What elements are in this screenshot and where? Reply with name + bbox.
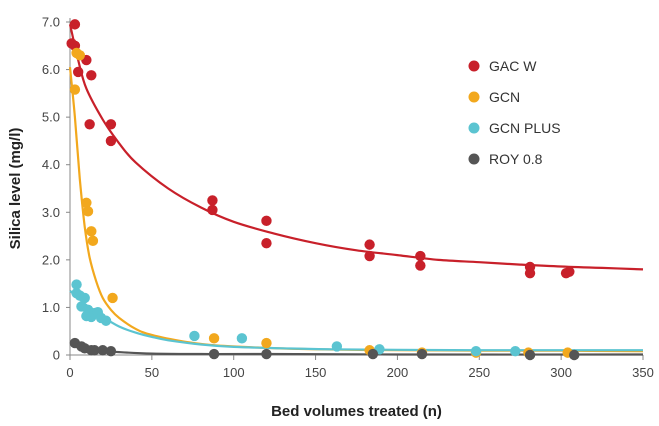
legend-marker-gcn — [468, 91, 480, 103]
point-gac-w — [69, 19, 81, 30]
point-gac-w — [86, 70, 97, 81]
point-gac-w — [105, 135, 117, 147]
x-tick-label: 0 — [66, 365, 73, 380]
point-gac-w — [105, 119, 117, 130]
axes — [69, 18, 643, 356]
point-gcn-plus — [236, 333, 248, 344]
x-tick-label: 250 — [468, 365, 490, 380]
legend-marker-gac-w — [468, 60, 480, 72]
y-tick-labels: 0 1.0 2.0 3.0 4.0 5.0 6.0 7.0 — [42, 15, 70, 363]
fit-curve-gac-w — [68, 24, 644, 271]
y-tick-label: 2.0 — [42, 252, 60, 267]
point-gcn-plus — [100, 315, 112, 326]
legend-label-gac-w: GAC W — [489, 58, 537, 74]
point-gac-w — [84, 119, 95, 130]
point-roy-0-8 — [416, 348, 428, 360]
point-gac-w — [564, 266, 575, 277]
point-gcn-plus — [510, 345, 521, 357]
point-gcn — [69, 84, 81, 95]
point-gcn-plus — [189, 330, 200, 342]
point-roy-0-8 — [261, 348, 272, 360]
y-tick-label: 6.0 — [42, 62, 60, 77]
x-tick-label: 150 — [305, 365, 327, 380]
point-gac-w — [207, 195, 218, 206]
point-gcn — [208, 333, 220, 344]
point-gac-w — [415, 260, 426, 271]
legend-label-roy-0-8: ROY 0.8 — [489, 151, 543, 167]
point-roy-0-8 — [208, 348, 220, 360]
y-tick-label: 5.0 — [42, 110, 60, 125]
point-gac-w — [524, 267, 536, 279]
point-roy-0-8 — [89, 345, 100, 356]
point-gcn-plus — [331, 341, 343, 352]
fit-curve-gcn-plus — [69, 289, 643, 352]
point-gac-w — [207, 204, 218, 216]
point-gac-w — [261, 215, 272, 227]
x-tick-label: 50 — [145, 365, 159, 380]
point-gcn — [86, 226, 97, 237]
point-roy-0-8 — [524, 349, 536, 361]
point-gac-w — [364, 239, 375, 250]
point-roy-0-8 — [367, 348, 379, 360]
x-tick-label: 100 — [223, 365, 245, 380]
point-roy-0-8 — [569, 349, 580, 361]
legend-label-gcn-plus: GCN PLUS — [489, 120, 561, 136]
legend-marker-gcn-plus — [468, 122, 480, 134]
x-tick-label: 200 — [387, 365, 409, 380]
point-roy-0-8 — [97, 345, 108, 356]
x-tick-labels: 0 50 100 150 200 250 300 350 — [66, 355, 654, 380]
x-tick-label: 350 — [632, 365, 654, 380]
point-gac-w — [72, 66, 84, 78]
point-gcn-plus — [71, 279, 82, 290]
y-axis-title: Silica level (mg/l) — [7, 128, 24, 250]
point-roy-0-8 — [105, 345, 117, 357]
fit-curve-roy-0-8 — [69, 340, 644, 356]
y-tick-label: 3.0 — [42, 205, 60, 220]
y-tick-label: 1.0 — [42, 300, 60, 315]
x-tick-label: 300 — [550, 365, 572, 380]
point-gac-w — [364, 250, 375, 262]
point-gcn — [107, 292, 118, 304]
legend-marker-roy-0-8 — [468, 153, 480, 165]
x-axis-title: Bed volumes treated (n) — [271, 403, 442, 420]
point-gac-w — [261, 238, 272, 249]
legend: GAC W GCN GCN PLUS ROY 0.8 — [468, 58, 561, 167]
point-gac-w — [415, 250, 426, 262]
fit-curve-gcn — [68, 67, 644, 353]
point-gcn — [82, 206, 94, 217]
point-gcn-plus — [79, 292, 90, 304]
point-gcn — [81, 197, 92, 208]
fit-curves — [68, 24, 644, 356]
legend-label-gcn: GCN — [489, 89, 520, 105]
y-tick-label: 7.0 — [42, 15, 60, 30]
data-points — [66, 19, 580, 361]
y-tick-label: 0 — [53, 348, 60, 363]
point-gcn — [261, 337, 272, 349]
point-gcn — [87, 235, 99, 247]
point-gcn — [74, 50, 86, 61]
point-gcn-plus — [470, 345, 482, 357]
y-tick-label: 4.0 — [42, 157, 60, 172]
